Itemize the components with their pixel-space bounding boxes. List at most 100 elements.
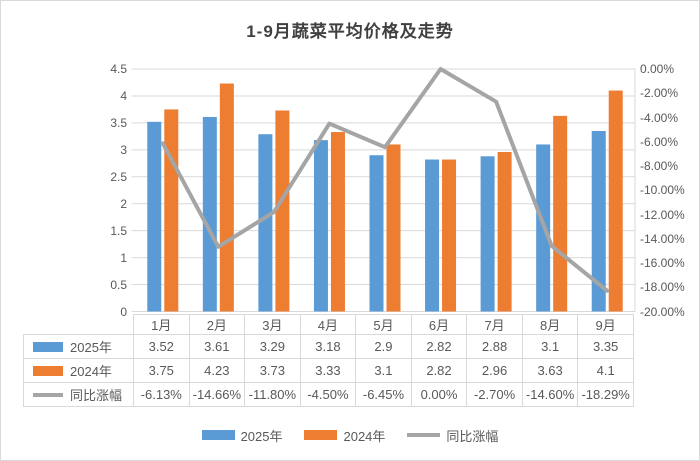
table-row-2024年: 2024年 3.75 4.23 3.73 3.33 3.1 2.82 2.96 3.63 4.1 xyxy=(23,358,634,383)
table-month-header: 7月 xyxy=(466,314,523,335)
table-cell: 3.1 xyxy=(355,358,412,383)
table-cell: 3.73 xyxy=(244,358,301,383)
table-month-header: 6月 xyxy=(410,314,468,335)
left-axis-tick: 0.5 xyxy=(110,277,127,292)
table-row-同比涨幅: 同比涨幅 -6.13% -14.66% -11.80% -4.50% -6.45% 0.00… xyxy=(23,382,634,407)
bar-2025年-1月 xyxy=(147,121,162,312)
legend-line-icon xyxy=(407,433,441,437)
table-cell: 3.61 xyxy=(188,334,246,359)
right-axis-tick: -18.00% xyxy=(640,280,685,295)
right-axis-tick: -6.00% xyxy=(640,134,679,149)
table-header-row: 1月 2月 3月 4月 5月 6月 7月 8月 9月 xyxy=(23,314,634,335)
table-cell: 2.82 xyxy=(410,358,468,383)
table-month-header: 4月 xyxy=(299,314,357,335)
bar-key-icon xyxy=(33,341,63,352)
table-row-2025年: 2025年 3.52 3.61 3.29 3.18 2.9 2.82 2.88 3.1 3.35 xyxy=(23,334,634,359)
bar-key-icon xyxy=(33,365,63,376)
table-cell: 3.52 xyxy=(133,334,190,359)
table-corner-cell xyxy=(23,314,134,335)
right-axis-tick: -20.00% xyxy=(640,304,685,319)
bar-2025年-5月 xyxy=(369,155,384,312)
bar-2025年-2月 xyxy=(202,116,217,312)
data-table: 1月 2月 3月 4月 5月 6月 7月 8月 9月 2025年 3.52 3.61 3.29 3.18 2… xyxy=(23,314,634,407)
table-cell: 3.29 xyxy=(244,334,301,359)
right-axis-tick: -2.00% xyxy=(640,86,679,101)
left-axis-tick: 2.5 xyxy=(110,169,127,184)
table-cell: 2.96 xyxy=(466,358,523,383)
table-cell: -18.29% xyxy=(577,382,634,407)
right-axis-tick: -10.00% xyxy=(640,183,685,198)
table-cell: 3.63 xyxy=(521,358,579,383)
right-axis-tick: -8.00% xyxy=(640,159,679,173)
legend: 2025年 2024年 同比涨幅 xyxy=(1,425,699,445)
legend-item-同比涨幅: 同比涨幅 xyxy=(407,426,498,445)
bar-2025年-9月 xyxy=(591,130,606,312)
table-cell: 3.75 xyxy=(133,358,190,383)
right-axis-tick: -4.00% xyxy=(640,110,679,125)
bar-2025年-3月 xyxy=(258,134,273,312)
left-axis-tick: 1 xyxy=(120,250,127,265)
table-month-header: 1月 xyxy=(133,314,190,335)
legend-label: 同比涨幅 xyxy=(446,428,499,444)
table-cell: -2.70% xyxy=(466,382,523,407)
table-cell: -4.50% xyxy=(299,382,357,407)
series-name: 同比涨幅 xyxy=(70,388,123,403)
legend-bar-icon xyxy=(201,430,235,440)
left-axis-tick: 3 xyxy=(120,142,127,157)
left-axis-tick: 4 xyxy=(120,88,127,103)
table-month-header: 3月 xyxy=(244,314,301,335)
table-cell: 2.82 xyxy=(410,334,468,359)
table-cell: -14.66% xyxy=(188,382,246,407)
bar-2024年-7月 xyxy=(497,151,512,312)
chart-title: 1-9月蔬菜平均价格及走势 xyxy=(246,22,454,41)
table-cell: -6.13% xyxy=(133,382,190,407)
table-cell: 3.18 xyxy=(299,334,357,359)
left-axis-tick: 2 xyxy=(120,196,127,211)
bar-2024年-2月 xyxy=(219,83,234,312)
right-axis-tick: -16.00% xyxy=(640,256,685,270)
bar-2024年-8月 xyxy=(553,115,568,312)
table-month-header: 8月 xyxy=(521,314,579,335)
table-cell: 3.1 xyxy=(521,334,579,359)
right-axis-tick: -12.00% xyxy=(640,207,685,222)
legend-item-2025年: 2025年 xyxy=(201,426,283,445)
bar-2025年-7月 xyxy=(480,156,495,312)
legend-label: 2025年 xyxy=(240,428,283,444)
table-month-header: 2月 xyxy=(188,314,246,335)
table-cell: 2.9 xyxy=(355,334,412,359)
table-cell: 3.35 xyxy=(577,334,634,359)
legend-item-2024年: 2024年 xyxy=(304,426,385,445)
table-month-header: 9月 xyxy=(577,314,634,335)
right-axis-tick: 0.00% xyxy=(640,62,675,76)
table-cell: 0.00% xyxy=(410,382,468,407)
table-month-header: 5月 xyxy=(355,314,412,335)
table-cell: -6.45% xyxy=(355,382,412,407)
table-cell: 3.33 xyxy=(299,358,357,383)
bar-2024年-1月 xyxy=(164,109,179,312)
left-axis-tick: 3.5 xyxy=(110,115,127,130)
left-axis-tick: 1.5 xyxy=(110,223,127,238)
series-name: 2025年 xyxy=(70,340,112,355)
bar-2024年-4月 xyxy=(330,132,345,312)
legend-label: 2024年 xyxy=(343,428,386,444)
line-同比涨幅 xyxy=(160,67,610,293)
table-cell: 4.23 xyxy=(188,358,246,383)
table-cell: -11.80% xyxy=(244,382,301,407)
table-row-key: 2025年 xyxy=(23,334,134,359)
bar-2024年-3月 xyxy=(275,110,290,312)
table-cell: -14.60% xyxy=(521,382,579,407)
left-axis-tick: 0 xyxy=(120,304,127,319)
legend-bar-icon xyxy=(304,430,338,440)
table-row-key: 2024年 xyxy=(23,358,134,383)
bar-2024年-9月 xyxy=(608,90,623,312)
bar-2025年-4月 xyxy=(313,140,328,312)
line-key-icon xyxy=(33,392,63,397)
table-cell: 4.1 xyxy=(577,358,634,383)
left-axis-tick: 4.5 xyxy=(110,62,127,76)
series-name: 2024年 xyxy=(70,364,112,379)
table-cell: 2.88 xyxy=(466,334,523,359)
right-axis-tick: -14.00% xyxy=(640,231,685,246)
bar-2025年-6月 xyxy=(425,159,440,312)
